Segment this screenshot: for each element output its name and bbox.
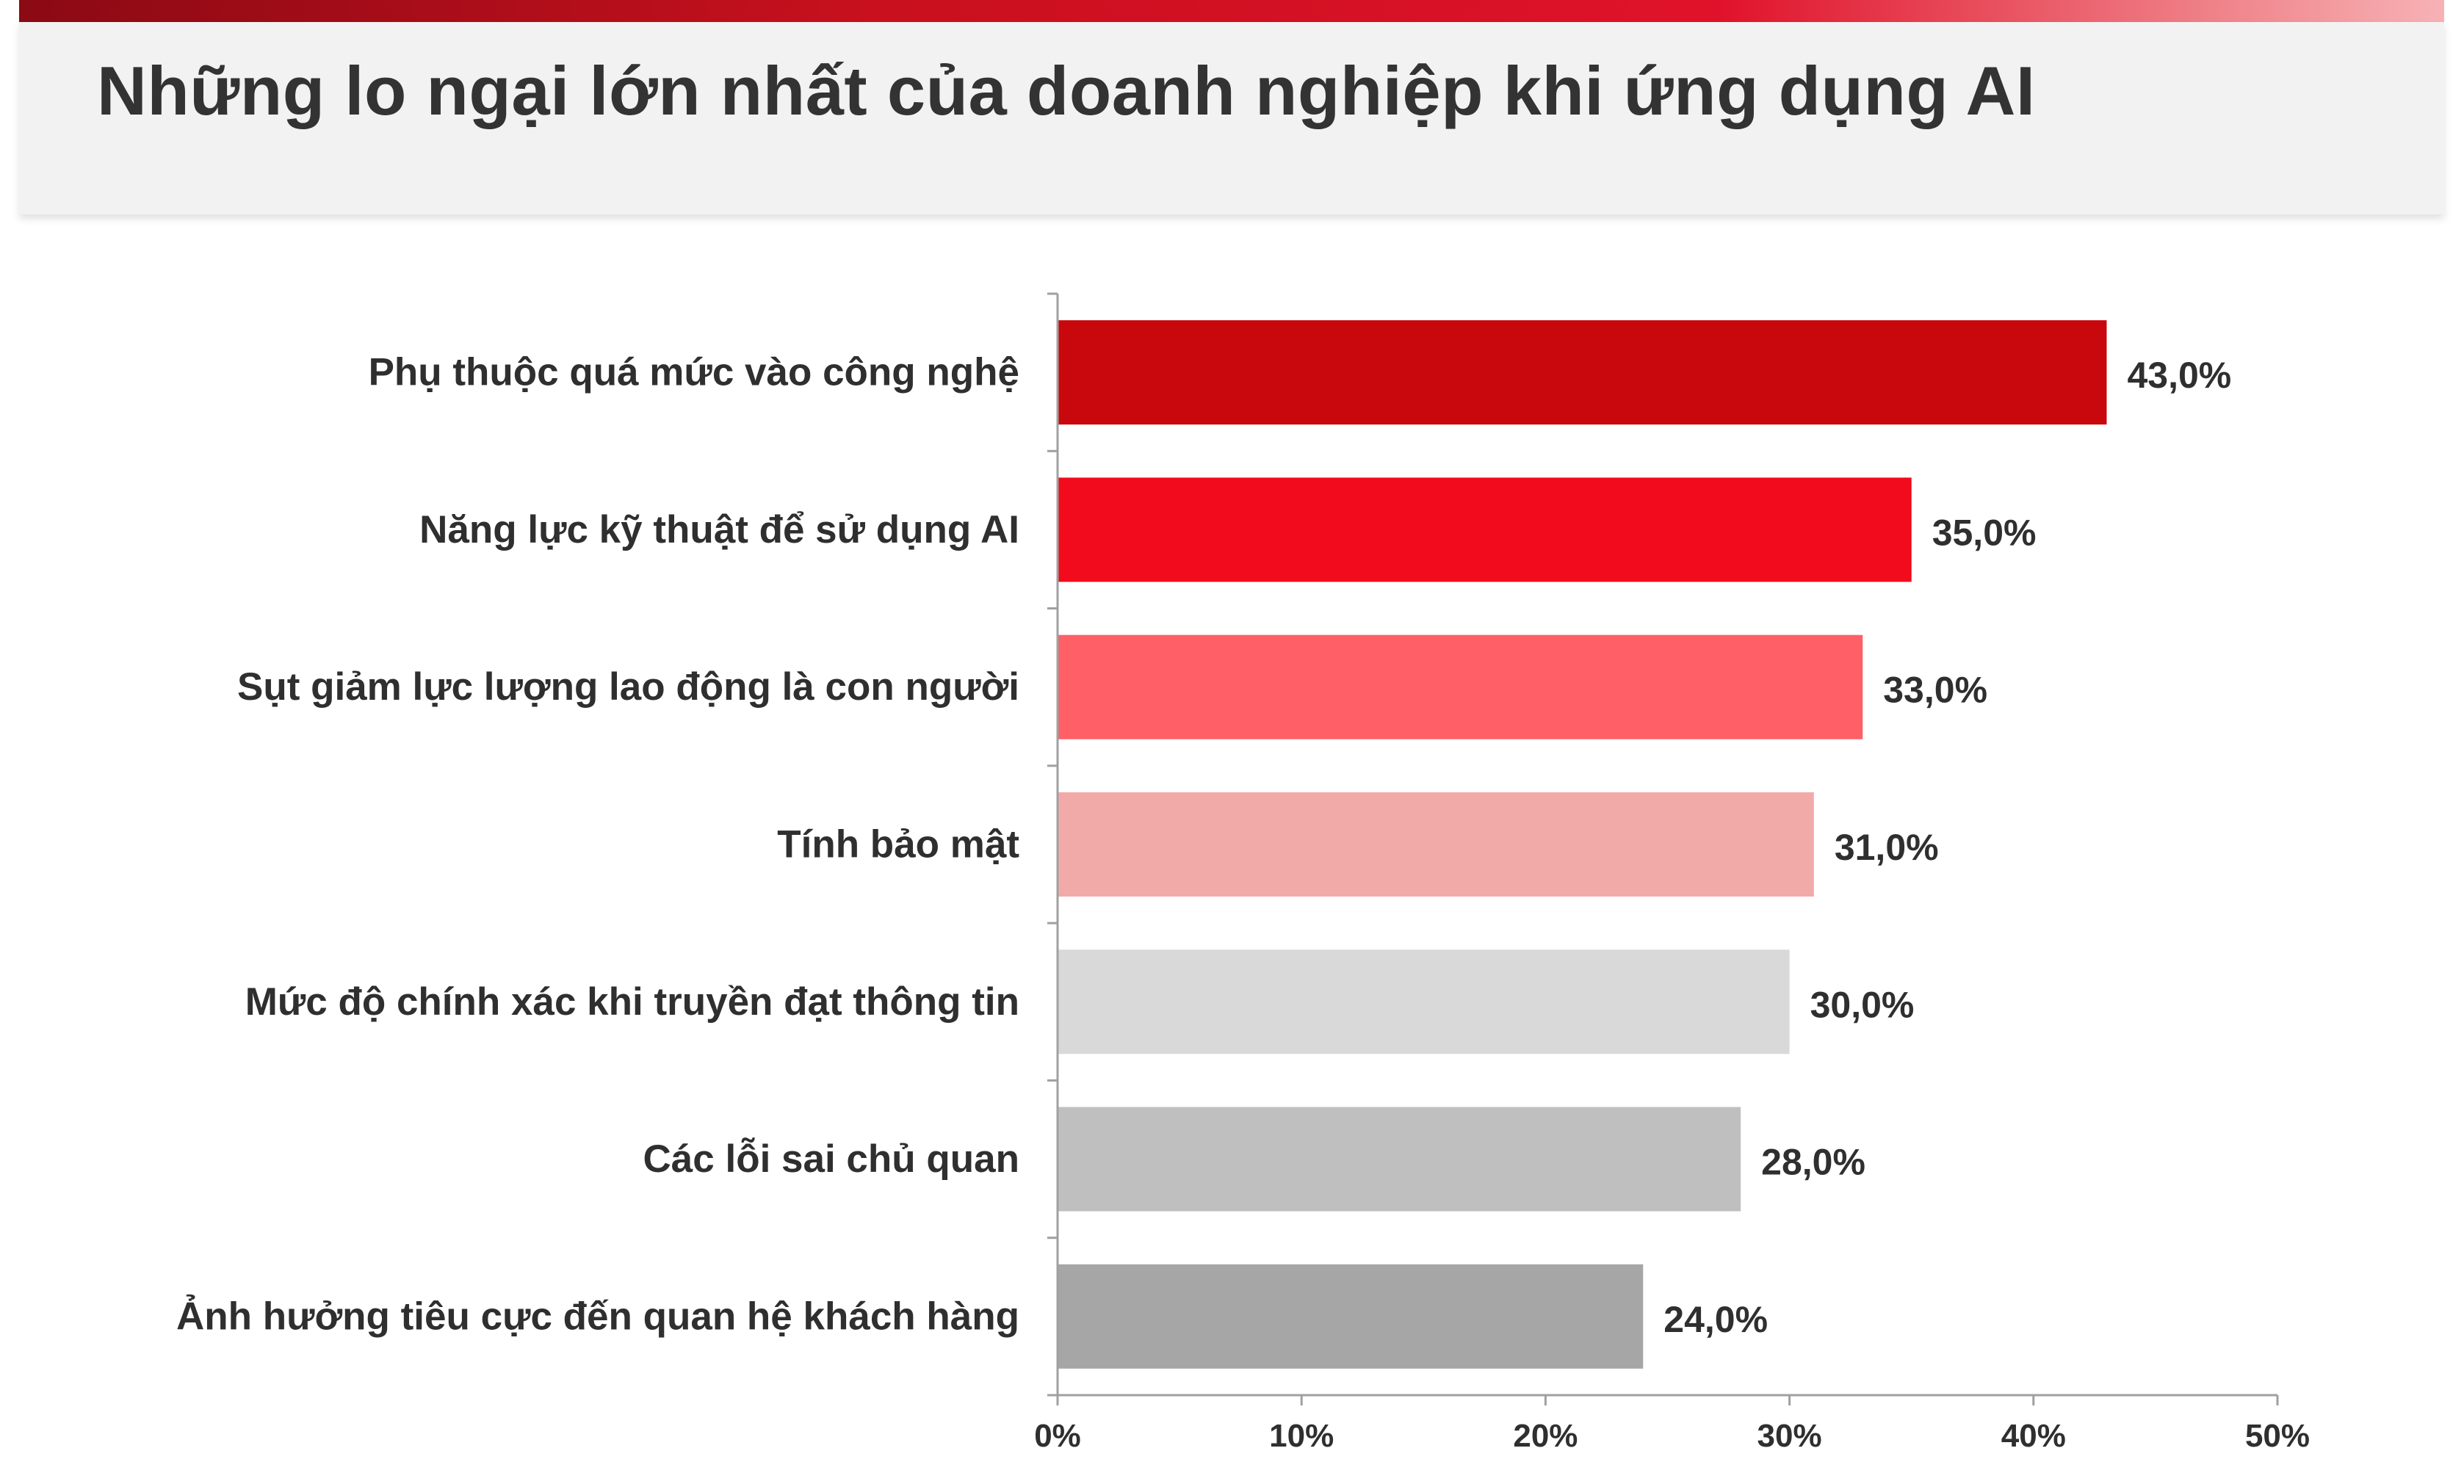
value-label-1: 43,0% — [2127, 355, 2231, 396]
bar-6 — [1058, 1107, 1741, 1212]
bar-4 — [1058, 792, 1814, 897]
category-label-7: Ảnh hưởng tiêu cực đến quan hệ khách hàn… — [176, 1294, 1019, 1338]
x-tick-label: 0% — [1034, 1418, 1081, 1454]
x-tick-label: 30% — [1757, 1418, 1822, 1454]
bars-group — [1058, 320, 2107, 1369]
bar-7 — [1058, 1264, 1644, 1369]
x-tick-label: 20% — [1513, 1418, 1578, 1454]
value-label-3: 33,0% — [1883, 670, 1987, 711]
axes-group: 0% 10% 20% 30% 40% 50% — [1034, 292, 2310, 1454]
x-tick-label: 50% — [2245, 1418, 2310, 1454]
category-label-4: Tính bảo mật — [777, 823, 1019, 866]
value-labels: 43,0% 35,0% 33,0% 31,0% 30,0% 28,0% 24,0% — [1663, 355, 2231, 1340]
bar-1 — [1058, 320, 2107, 425]
top-accent-strip — [19, 0, 2444, 22]
bar-5 — [1058, 949, 1790, 1054]
value-label-5: 30,0% — [1810, 984, 1915, 1025]
x-tick-label: 10% — [1269, 1418, 1334, 1454]
bar-3 — [1058, 634, 1863, 739]
category-label-5: Mức độ chính xác khi truyền đạt thông ti… — [245, 980, 1019, 1024]
value-label-2: 35,0% — [1932, 512, 2037, 553]
value-label-7: 24,0% — [1663, 1299, 1768, 1340]
page-title: Những lo ngại lớn nhất của doanh nghiệp … — [97, 52, 2036, 129]
value-label-6: 28,0% — [1761, 1142, 1865, 1183]
category-label-2: Năng lực kỹ thuật để sử dụng AI — [419, 508, 1019, 551]
x-tick-label: 40% — [2001, 1418, 2066, 1454]
title-bar — [19, 22, 2444, 214]
value-label-4: 31,0% — [1835, 827, 1939, 868]
category-label-1: Phụ thuộc quá mức vào công nghệ — [369, 351, 1019, 394]
category-label-6: Các lỗi sai chủ quan — [643, 1137, 1019, 1181]
category-label-3: Sụt giảm lực lượng lao động là con người — [237, 665, 1019, 709]
category-labels: Phụ thuộc quá mức vào công nghệ Năng lực … — [176, 351, 1019, 1339]
bar-2 — [1058, 477, 1912, 582]
